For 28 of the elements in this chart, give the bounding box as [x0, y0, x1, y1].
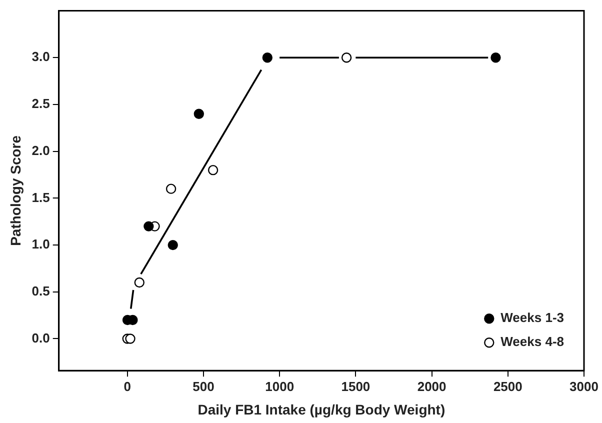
point — [262, 52, 272, 63]
x-tick-label: 2500 — [493, 378, 522, 394]
point — [341, 52, 352, 63]
point — [144, 221, 154, 232]
point — [134, 277, 144, 288]
y-axis-title: Pathology Score — [7, 135, 24, 246]
y-tick-label: 0.5 — [32, 283, 50, 298]
y-tick-label: 2.0 — [32, 142, 50, 158]
x-tick-label: 1000 — [265, 378, 294, 394]
point — [168, 240, 178, 250]
y-tick-label: 1.5 — [32, 190, 50, 205]
y-tick-label: 2.5 — [32, 96, 50, 112]
x-axis-title: Daily FB1 Intake (µg/kg Body Weight) — [198, 401, 446, 418]
legend-label: Weeks 4-8 — [500, 334, 564, 350]
x-tick-label: 2000 — [417, 378, 446, 394]
y-tick-label: 3.0 — [32, 49, 50, 64]
point — [125, 334, 136, 344]
x-tick-label: 1500 — [341, 378, 370, 394]
point — [194, 108, 204, 119]
y-tick-label: 0.0 — [32, 330, 50, 346]
point — [166, 184, 176, 194]
point — [490, 52, 501, 63]
x-tick-label: 3000 — [570, 378, 598, 394]
point — [208, 164, 218, 176]
x-tick-label: 500 — [192, 378, 214, 394]
y-tick-label: 1.0 — [32, 236, 50, 252]
x-tick-label: 0 — [124, 378, 131, 394]
legend-label: Weeks 1-3 — [500, 310, 564, 326]
